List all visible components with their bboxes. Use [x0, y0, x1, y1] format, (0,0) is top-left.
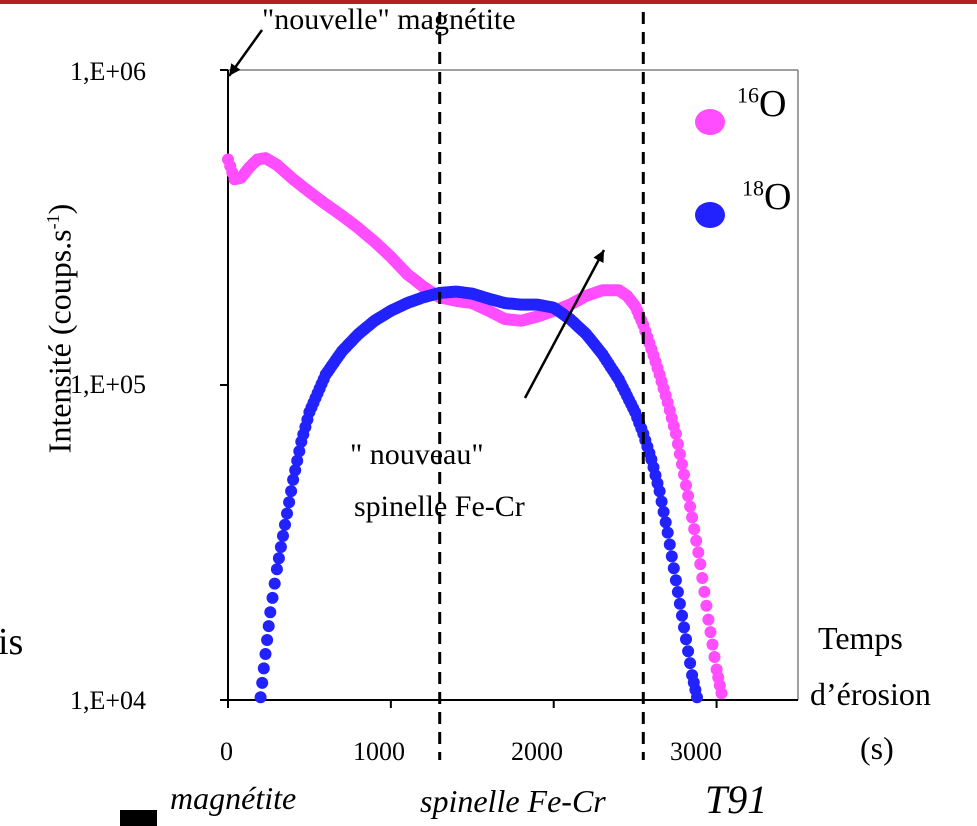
- x-axis-label-line3: (s): [860, 730, 894, 766]
- series-18O-point: [277, 529, 289, 542]
- legend-marker-18O: [695, 202, 725, 228]
- series-18O-point: [684, 657, 697, 670]
- series-18O-point: [257, 662, 270, 675]
- x-tick-label-1000: 1000: [353, 737, 405, 766]
- series-16O-point: [715, 687, 728, 700]
- annotation-nouvelle-magnetite: "nouvelle" magnétite: [262, 3, 516, 36]
- series-16O-point: [694, 558, 707, 571]
- legend-marker-16O: [695, 109, 725, 135]
- series-16O-point: [671, 438, 684, 450]
- series-18O-point: [256, 676, 269, 689]
- series-16O-point: [676, 458, 688, 471]
- series-16O-point: [684, 500, 697, 513]
- legend-label-16O: 16O: [737, 82, 786, 126]
- series-18O-point: [673, 597, 686, 610]
- legend-mass-18: 18: [742, 175, 764, 201]
- series-16O-point: [686, 511, 699, 524]
- legend-mass-16: 16: [737, 82, 759, 108]
- series-18O-point: [661, 526, 674, 539]
- arrow-nouveau-spinelle-head: [593, 250, 604, 263]
- series-18O-point: [682, 645, 695, 658]
- bottom-label-spinelle: spinelle Fe-Cr: [420, 783, 606, 819]
- series-16O-point: [690, 534, 703, 547]
- y-axis-label-sup: -1: [42, 214, 63, 230]
- series-16O-point: [698, 585, 711, 598]
- series-18O-point: [274, 541, 287, 553]
- x-axis-label-line2: d’érosion: [810, 676, 931, 712]
- y-axis-label: Intensité (coups.s-1): [42, 144, 79, 514]
- series-18O-point: [653, 485, 666, 498]
- y-tick-label-1e5: 1,E+05: [70, 370, 147, 399]
- bottom-label-magnetite: magnétite: [170, 780, 297, 816]
- series-18O-point: [665, 550, 678, 563]
- legend-label-18O: 18O: [742, 175, 791, 219]
- series-16O-point: [678, 468, 690, 481]
- x-tick-label-2000: 2000: [511, 737, 563, 766]
- series-18O-point: [281, 507, 293, 520]
- left-cut-text: is: [0, 621, 24, 663]
- series-16O-point: [680, 479, 692, 492]
- series-18O-point: [270, 563, 283, 576]
- annotation-nouveau-line1: " nouveau": [350, 438, 484, 471]
- legend-element-16: O: [759, 83, 787, 125]
- bottom-label-t91: T91: [705, 777, 768, 822]
- series-18O-point: [261, 634, 274, 646]
- y-axis-label-close: ): [41, 203, 78, 215]
- x-tick-label-0: 0: [220, 737, 233, 766]
- slide-top-border: [0, 0, 977, 4]
- series-16O-point: [700, 599, 713, 612]
- series-18O-point: [663, 538, 676, 551]
- series-18O-point: [691, 691, 703, 704]
- arrow-nouveau-spinelle-shaft: [523, 249, 606, 399]
- series-18O-point: [285, 485, 298, 498]
- series-18O-point: [659, 516, 672, 529]
- series-16O-point: [688, 523, 701, 536]
- series-18O-point: [669, 574, 682, 587]
- series-18O-point: [264, 606, 277, 619]
- series-18O-point: [272, 552, 285, 565]
- annotation-nouveau-line2: spinelle Fe-Cr: [354, 490, 525, 523]
- series-18O-point: [287, 473, 300, 486]
- series-16O-point: [706, 638, 719, 651]
- series-18O-point: [655, 495, 668, 508]
- series-16O-point: [702, 613, 715, 626]
- series-18O-point: [680, 633, 692, 646]
- series-18O-point: [254, 691, 267, 704]
- series-16O-point: [692, 546, 705, 559]
- series-18O-point: [283, 496, 296, 509]
- series-16O-point: [682, 489, 695, 502]
- series-18O-point: [667, 562, 680, 575]
- series-16O-point: [708, 651, 721, 663]
- black-marker: [120, 810, 157, 826]
- legend-element-18: O: [764, 176, 792, 218]
- series-18O-point: [279, 518, 291, 531]
- series-16O-point: [704, 626, 717, 639]
- y-tick-label-1e6: 1,E+06: [70, 57, 147, 86]
- series-16O-point: [673, 448, 686, 461]
- series-18O-point: [268, 577, 281, 590]
- series-18O-point: [266, 591, 279, 604]
- series-18O-point: [657, 505, 670, 518]
- series-18O-point: [678, 621, 690, 634]
- series-18O-point: [259, 648, 272, 660]
- series-18O-point: [289, 464, 302, 477]
- y-tick-label-1e4: 1,E+04: [70, 686, 147, 715]
- x-axis-label-line1: Temps: [818, 620, 903, 656]
- series-18O-point: [671, 586, 684, 598]
- y-axis-label-main: Intensité (coups.s: [41, 229, 78, 454]
- arrow-nouvelle-magnetite-head: [229, 63, 241, 76]
- x-tick-label-3000: 3000: [670, 737, 722, 766]
- series-16O-point: [696, 572, 709, 584]
- series-18O-point: [291, 454, 304, 467]
- series-18O-point: [262, 620, 275, 633]
- series-18O-point: [676, 609, 688, 622]
- series-18O-point: [293, 445, 306, 458]
- series-16O-point: [669, 427, 682, 440]
